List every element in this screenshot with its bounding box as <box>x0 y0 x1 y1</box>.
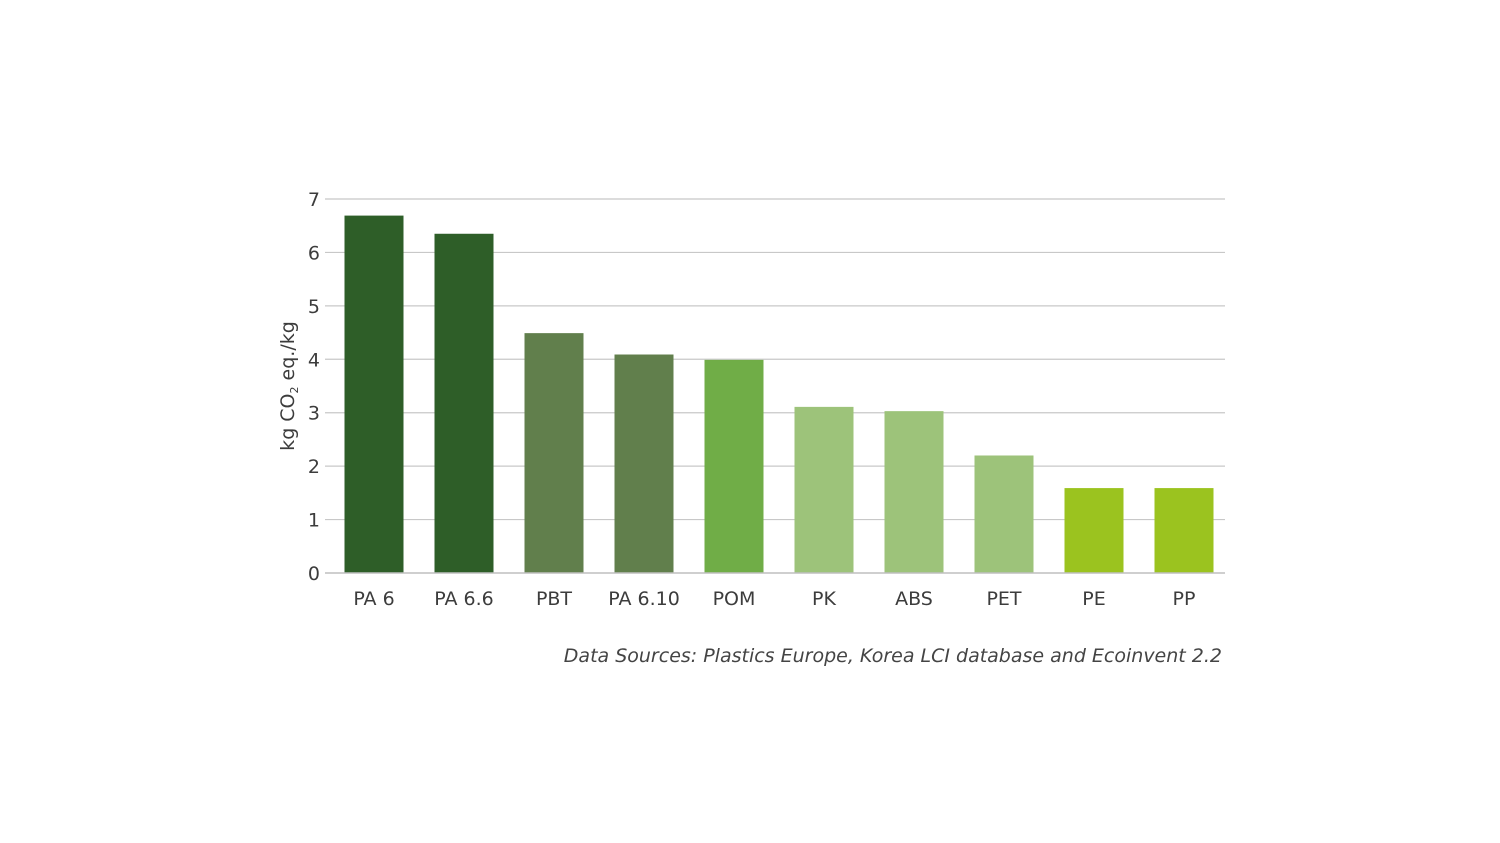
bar <box>524 333 584 574</box>
x-tick-label: PP <box>1173 588 1196 610</box>
y-axis-ticks: 0 1 2 3 4 5 6 7 <box>308 189 320 585</box>
x-axis-ticks: PA 6 PA 6.6 PBT PA 6.10 POM PK ABS PET PE PP <box>353 588 1195 610</box>
bars <box>344 215 1214 574</box>
x-tick-label: ABS <box>895 588 933 610</box>
y-tick-label: 0 <box>308 563 320 585</box>
bar <box>974 455 1034 574</box>
bar <box>794 406 854 574</box>
x-tick-label: PA 6 <box>353 588 394 610</box>
y-tick-label: 5 <box>308 296 320 318</box>
bar <box>614 354 674 574</box>
bar <box>434 233 494 574</box>
y-tick-label: 1 <box>308 510 320 532</box>
y-tick-label: 7 <box>308 189 320 211</box>
x-tick-label: PA 6.6 <box>434 588 494 610</box>
x-tick-label: PA 6.10 <box>608 588 680 610</box>
x-tick-label: PE <box>1082 588 1105 610</box>
bar <box>344 215 404 574</box>
bar <box>884 411 944 574</box>
bar <box>1064 488 1124 574</box>
y-tick-label: 2 <box>308 456 320 478</box>
y-tick-label: 3 <box>308 403 320 425</box>
y-tick-label: 6 <box>308 242 320 264</box>
x-tick-label: PK <box>812 588 836 610</box>
y-axis-label: kg CO2 eq./kg <box>277 321 301 451</box>
x-tick-label: POM <box>713 588 756 610</box>
x-tick-label: PBT <box>536 588 572 610</box>
x-tick-label: PET <box>986 588 1021 610</box>
y-tick-label: 4 <box>308 349 320 371</box>
bar <box>1154 488 1214 574</box>
bar <box>704 359 764 574</box>
data-source-note: Data Sources: Plastics Europe, Korea LCI… <box>563 645 1222 667</box>
